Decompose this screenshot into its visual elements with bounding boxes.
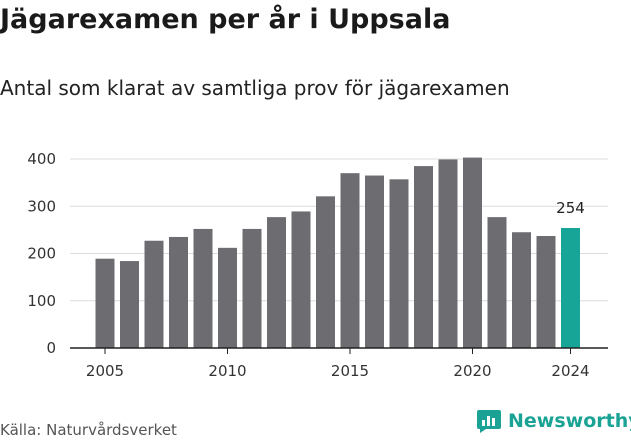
data-label-2024: 254 — [556, 199, 585, 217]
bar-2010 — [218, 247, 237, 348]
y-tick-label: 0 — [46, 339, 56, 357]
bars — [95, 157, 580, 348]
x-tick-label: 2024 — [551, 362, 589, 380]
bar-2016 — [365, 175, 384, 348]
bar-2005 — [95, 258, 115, 348]
bar-2024 — [561, 227, 580, 348]
bar-2011 — [242, 228, 262, 348]
bar-2022 — [512, 232, 531, 348]
bar-2009 — [193, 228, 213, 348]
bar-2021 — [487, 217, 507, 348]
bar-2020 — [463, 157, 482, 348]
bar-2018 — [414, 166, 433, 348]
x-tick-label: 2020 — [453, 362, 491, 380]
axes: 0 100 200 300 400 2005 2010 2015 2020 2024 — [27, 150, 608, 380]
bar-2019 — [438, 159, 458, 348]
chart-title: Jägarexamen per år i Uppsala — [0, 4, 451, 35]
newsworthy-chart-bubble-icon — [477, 410, 501, 433]
y-tick-label: 400 — [27, 150, 56, 168]
x-tick-label: 2015 — [331, 362, 369, 380]
y-tick-label: 100 — [27, 292, 56, 310]
x-tick-label: 2005 — [86, 362, 124, 380]
bar-2023 — [536, 236, 556, 348]
x-tick-label: 2010 — [208, 362, 246, 380]
bar-2008 — [169, 236, 188, 348]
bar-2007 — [144, 240, 164, 348]
newsworthy-logo: Newsworthy — [476, 408, 631, 434]
data-labels: 254 — [556, 199, 585, 217]
bar-2014 — [316, 196, 335, 348]
y-tick-label: 300 — [27, 197, 56, 215]
y-tick-label: 200 — [27, 245, 56, 263]
bar-2015 — [340, 173, 360, 348]
bar-2013 — [291, 211, 311, 348]
newsworthy-brand-name: Newsworthy — [508, 410, 631, 432]
source-note: Källa: Naturvårdsverket — [0, 421, 177, 439]
bar-2006 — [120, 261, 139, 348]
bar-2017 — [389, 179, 409, 348]
bar-2012 — [267, 217, 286, 348]
chart-subtitle: Antal som klarat av samtliga prov för jä… — [0, 76, 510, 100]
